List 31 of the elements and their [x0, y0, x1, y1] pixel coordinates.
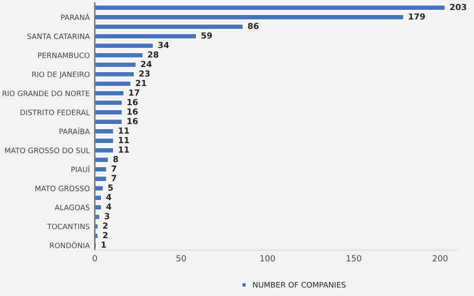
- data-label: 17: [129, 89, 140, 96]
- data-label: 179: [408, 13, 425, 20]
- data-label: 3: [104, 212, 110, 220]
- data-label: 59: [201, 32, 212, 39]
- x-tick-label: 100: [260, 255, 275, 262]
- data-label: 16: [128, 118, 138, 124]
- data-label: 34: [158, 42, 169, 48]
- data-label: 16: [128, 108, 138, 115]
- data-label: 11: [118, 137, 129, 144]
- data-label: 23: [139, 70, 150, 77]
- data-label: 1: [102, 242, 106, 248]
- data-label: 24: [141, 60, 152, 68]
- x-tick-label: 50: [176, 255, 186, 262]
- x-tick-label: 200: [432, 255, 448, 262]
- data-label: 7: [112, 166, 116, 172]
- data-label: 11: [118, 128, 129, 134]
- data-label: 11: [118, 146, 129, 153]
- data-label: 2: [103, 232, 108, 238]
- data-label: 2: [103, 222, 108, 229]
- data-label: 203: [450, 4, 466, 10]
- data-label: 86: [248, 22, 259, 30]
- data-label: 4: [106, 194, 112, 200]
- data-label: 16: [128, 98, 138, 106]
- data-label: 21: [136, 80, 146, 86]
- data-label: 28: [148, 51, 158, 58]
- data-label: 7: [112, 175, 116, 182]
- data-label: 8: [113, 156, 118, 162]
- data-label: 4: [106, 204, 112, 210]
- x-tick-label: 150: [346, 255, 362, 262]
- x-tick-label: 0: [92, 255, 97, 262]
- data-label: 5: [108, 184, 113, 191]
